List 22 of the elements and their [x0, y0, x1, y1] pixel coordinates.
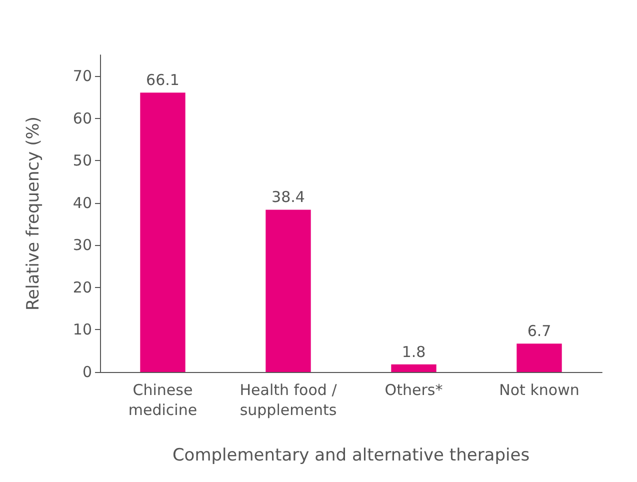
- bar: [140, 92, 186, 372]
- data-label: 1.8: [402, 342, 426, 361]
- y-tick-label: 10: [72, 320, 92, 339]
- y-tick-label: 70: [72, 67, 92, 86]
- y-tick-label: 30: [72, 236, 92, 254]
- y-tick-label: 60: [72, 109, 92, 128]
- y-tick-label: 0: [82, 363, 92, 381]
- x-tick-label: Health food / supplements: [240, 381, 338, 419]
- bar: [391, 364, 436, 372]
- data-label: 6.7: [527, 322, 552, 340]
- data-label: 38.4: [272, 188, 305, 206]
- bar: [516, 344, 562, 372]
- x-tick-label: Chinese medicine: [128, 381, 198, 419]
- y-tick-label: 40: [72, 194, 92, 212]
- y-tick-label: 50: [72, 152, 92, 170]
- y-axis-title: Relative frequency (%): [24, 116, 44, 311]
- x-tick-label: Others*: [384, 381, 444, 399]
- y-tick-label: 20: [72, 278, 92, 296]
- data-label: 66.1: [146, 71, 180, 90]
- bar: [266, 210, 311, 372]
- x-tick-label: Not known: [499, 381, 580, 399]
- x-axis-title: Complementary and alternative therapies: [172, 446, 530, 466]
